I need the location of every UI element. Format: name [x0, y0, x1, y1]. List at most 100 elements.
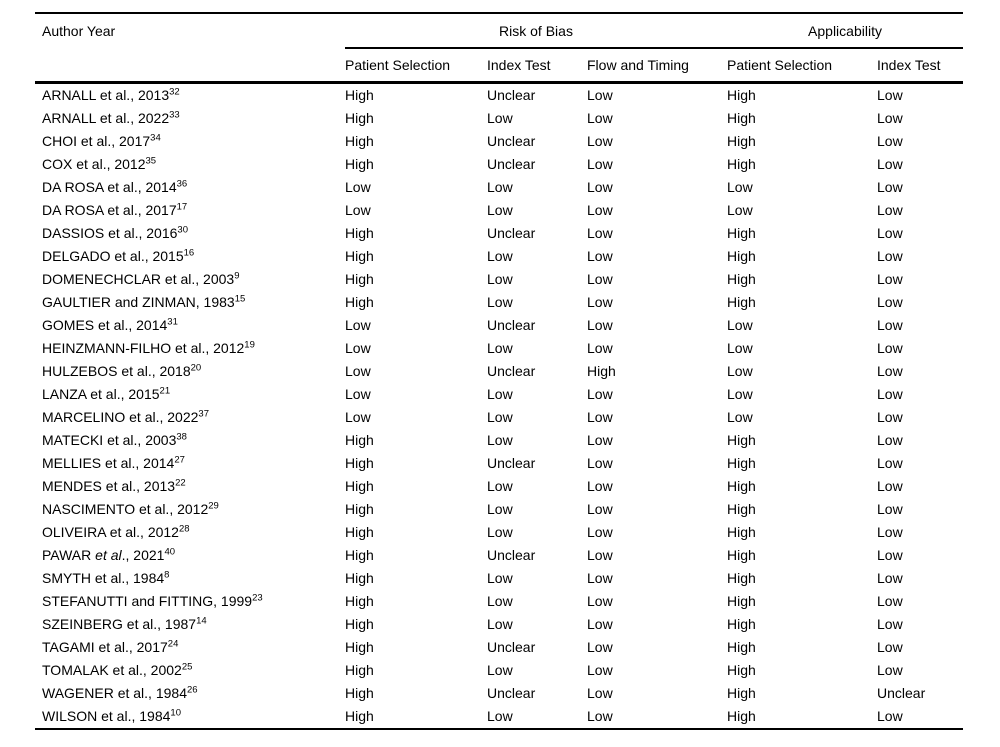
rating-cell: Low: [587, 639, 613, 655]
rating-cell: High: [345, 432, 374, 448]
rating-cell: Low: [877, 570, 903, 586]
rating-cell: Unclear: [487, 225, 536, 241]
author-cell: DA ROSA et al., 201436: [42, 178, 188, 195]
rating-cell: High: [727, 248, 756, 264]
rating-cell: Low: [587, 340, 613, 356]
author-cell: ARNALL et al., 201332: [42, 86, 180, 103]
reference-superscript: 24: [167, 638, 179, 650]
rating-cell: Low: [877, 708, 903, 724]
author-cell: COX et al., 201235: [42, 155, 157, 172]
rating-cell: Low: [345, 409, 371, 425]
table-row: MELLIES et al., 201427 High Unclear Low High…: [35, 452, 963, 475]
rating-cell: Low: [877, 616, 903, 632]
table-body: ARNALL et al., 201332 High Unclear Low High L…: [35, 83, 963, 730]
rating-cell: Low: [587, 455, 613, 471]
reference-superscript: 32: [169, 86, 180, 98]
rating-cell: Low: [345, 179, 371, 195]
table-row: SMYTH et al., 19848 High Low Low High Low: [35, 567, 963, 590]
reference-superscript: 31: [167, 316, 178, 328]
applicability-group-header: Applicability: [727, 13, 963, 49]
rating-cell: Low: [487, 570, 513, 586]
table-row: PAWAR et al., 202140 High Unclear Low High Lo…: [35, 544, 963, 567]
reference-superscript: 16: [183, 247, 195, 259]
author-cell: NASCIMENTO et al., 201229: [42, 500, 219, 517]
reference-superscript: 36: [176, 178, 188, 190]
rating-cell: Low: [587, 501, 613, 517]
table-row: DELGADO et al., 201516 High Low Low High Low: [35, 245, 963, 268]
rating-cell: Low: [877, 110, 903, 126]
rating-cell: High: [345, 524, 374, 540]
reference-superscript: 35: [145, 155, 157, 167]
rating-cell: High: [345, 478, 374, 494]
rating-cell: Low: [727, 386, 753, 402]
rating-cell: Low: [487, 593, 513, 609]
reference-superscript: 30: [177, 224, 188, 236]
reference-superscript: 9: [234, 270, 240, 282]
rating-cell: High: [345, 570, 374, 586]
rating-cell: High: [345, 133, 374, 149]
table-row: OLIVEIRA et al., 201228 High Low Low High Low: [35, 521, 963, 544]
rating-cell: High: [727, 570, 756, 586]
rating-cell: Low: [587, 547, 613, 563]
author-cell: MATECKI et al., 200338: [42, 431, 187, 448]
author-cell: PAWAR et al., 202140: [42, 546, 176, 563]
rating-cell: Low: [877, 179, 903, 195]
reference-superscript: 22: [175, 477, 186, 489]
table-row: COX et al., 201235 High Unclear Low High Low: [35, 153, 963, 176]
author-cell: DASSIOS et al., 201630: [42, 224, 188, 241]
author-cell: OLIVEIRA et al., 201228: [42, 523, 190, 540]
table-row: GOMES et al., 201431 Low Unclear Low Low Low: [35, 314, 963, 337]
rating-cell: Low: [487, 271, 513, 287]
rating-cell: Low: [587, 386, 613, 402]
rating-cell: Low: [487, 294, 513, 310]
rating-cell: Low: [877, 662, 903, 678]
rob-index-test-header: Index Test: [487, 48, 587, 84]
reference-superscript: 26: [186, 684, 198, 696]
rating-cell: Low: [727, 317, 753, 333]
rating-cell: High: [345, 225, 374, 241]
table-row: MARCELINO et al., 202237 Low Low Low Low Low: [35, 406, 963, 429]
applicability-index-test-header: Index Test: [877, 48, 963, 84]
italic-et-al: et al: [95, 547, 122, 563]
rating-cell: Unclear: [487, 87, 536, 103]
author-cell: SMYTH et al., 19848: [42, 569, 170, 586]
author-cell: CHOI et al., 201734: [42, 132, 161, 149]
rating-cell: High: [345, 87, 374, 103]
rating-cell: Low: [587, 593, 613, 609]
rating-cell: Low: [487, 662, 513, 678]
rating-cell: High: [727, 616, 756, 632]
rating-cell: Low: [877, 340, 903, 356]
rating-cell: Unclear: [487, 363, 536, 379]
rob-patient-selection-header: Patient Selection: [345, 48, 487, 84]
reference-superscript: 33: [169, 109, 180, 121]
reference-superscript: 37: [198, 408, 209, 420]
rating-cell: High: [345, 110, 374, 126]
reference-superscript: 10: [170, 707, 181, 719]
rating-cell: Low: [587, 524, 613, 540]
reference-superscript: 23: [252, 592, 263, 604]
rating-cell: Low: [587, 87, 613, 103]
rating-cell: High: [345, 639, 374, 655]
reference-superscript: 14: [196, 615, 207, 627]
rating-cell: Low: [727, 363, 753, 379]
rating-cell: Unclear: [487, 133, 536, 149]
rating-cell: High: [345, 547, 374, 563]
rating-cell: High: [727, 432, 756, 448]
rating-cell: Low: [877, 202, 903, 218]
table-row: WILSON et al., 198410 High Low Low High Low: [35, 705, 963, 729]
table-row: ARNALL et al., 201332 High Unclear Low High L…: [35, 83, 963, 108]
table-row: STEFANUTTI and FITTING, 199923 High Low Low…: [35, 590, 963, 613]
author-cell: MELLIES et al., 201427: [42, 454, 185, 471]
author-cell: WAGENER et al., 198426: [42, 684, 198, 701]
author-cell: GAULTIER and ZINMAN, 198315: [42, 293, 246, 310]
rating-cell: Low: [587, 432, 613, 448]
rating-cell: Unclear: [877, 685, 926, 701]
rating-cell: Low: [587, 202, 613, 218]
rating-cell: Unclear: [487, 639, 536, 655]
table-row: HEINZMANN-FILHO et al., 201219 Low Low Low L…: [35, 337, 963, 360]
reference-superscript: 27: [174, 454, 185, 466]
rating-cell: High: [587, 363, 616, 379]
rating-cell: Low: [587, 409, 613, 425]
author-cell: MENDES et al., 201322: [42, 477, 186, 494]
